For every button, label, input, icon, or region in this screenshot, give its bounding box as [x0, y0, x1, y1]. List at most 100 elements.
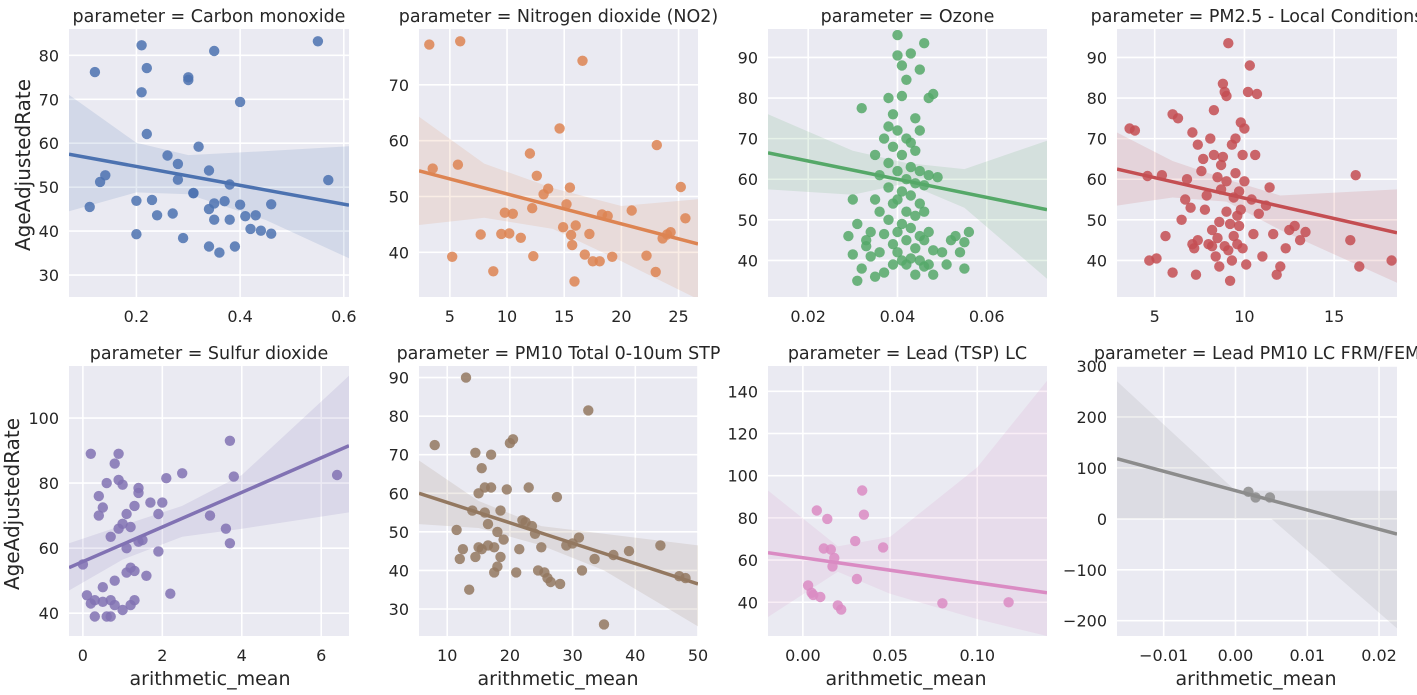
- data-point: [141, 62, 152, 74]
- data-point: [923, 259, 934, 270]
- data-point: [153, 508, 164, 520]
- y-tick-label: 70: [39, 90, 59, 109]
- data-point: [193, 141, 204, 152]
- y-axis-label-row-1: AgeAdjustedRate: [11, 79, 35, 251]
- data-point: [255, 225, 267, 236]
- data-point: [476, 463, 487, 474]
- data-point: [153, 546, 164, 557]
- data-point: [923, 226, 934, 238]
- x-tick-label: 0.10: [959, 646, 995, 665]
- data-point: [910, 145, 921, 156]
- regression-line: [419, 169, 698, 246]
- x-tick-label: 5: [1150, 307, 1160, 326]
- data-point: [1239, 176, 1250, 187]
- plot-background: [1117, 29, 1397, 297]
- data-point: [475, 229, 486, 240]
- data-point: [878, 267, 890, 278]
- data-point: [905, 48, 916, 59]
- x-tick-label: 0.02: [790, 307, 826, 326]
- data-point: [959, 263, 970, 274]
- x-tick-label: 6: [316, 646, 326, 665]
- data-point: [89, 595, 101, 606]
- facet-panel-7: 0.00 0.05 0.10 40 60 80 100 120 140 parameter = L…: [727, 344, 1047, 665]
- data-point: [245, 223, 256, 235]
- data-point: [1181, 174, 1193, 185]
- x-tick-label: 20: [500, 646, 520, 665]
- data-point: [1217, 151, 1229, 163]
- data-point: [429, 439, 440, 451]
- data-point: [157, 497, 168, 508]
- data-point: [815, 591, 826, 603]
- data-point: [655, 540, 666, 551]
- data-point: [565, 229, 577, 241]
- data-point: [1189, 243, 1200, 254]
- data-point: [901, 235, 912, 246]
- data-point: [905, 161, 916, 173]
- data-point: [1289, 220, 1300, 232]
- x-tick-label: 25: [668, 307, 688, 326]
- data-point: [109, 575, 120, 586]
- data-point: [1172, 113, 1184, 124]
- data-point: [919, 38, 930, 49]
- confidence-band: [419, 460, 698, 627]
- data-point: [129, 565, 140, 577]
- data-point: [554, 578, 566, 590]
- data-point: [219, 196, 230, 207]
- data-point: [499, 207, 510, 218]
- data-point: [220, 523, 232, 534]
- data-point: [1230, 133, 1241, 144]
- data-point: [105, 611, 116, 622]
- data-point: [567, 239, 578, 251]
- y-tick-label: 70: [1087, 130, 1107, 149]
- x-tick-label: 15: [554, 307, 574, 326]
- data-point: [1224, 218, 1236, 230]
- data-point: [511, 567, 522, 578]
- plot-area: [768, 380, 1047, 636]
- data-point: [1176, 214, 1187, 225]
- regression-line: [1117, 167, 1397, 235]
- data-point: [892, 247, 903, 258]
- data-point: [1235, 204, 1247, 215]
- data-point: [331, 469, 343, 481]
- data-point: [141, 570, 152, 581]
- data-point: [905, 253, 916, 264]
- data-point: [125, 521, 136, 533]
- data-point: [941, 259, 952, 270]
- data-point: [1212, 232, 1223, 244]
- y-tick-label: 100: [28, 409, 59, 428]
- data-point: [1239, 123, 1250, 134]
- facet-title: parameter = Sulfur dioxide: [90, 344, 328, 364]
- y-tick-label: 90: [389, 369, 409, 388]
- data-point: [1271, 269, 1282, 280]
- data-point: [551, 491, 563, 503]
- data-point: [464, 584, 475, 595]
- data-point: [524, 148, 536, 159]
- data-point: [1167, 267, 1178, 278]
- data-point: [852, 218, 863, 230]
- data-point: [910, 113, 921, 124]
- data-point: [847, 194, 858, 205]
- data-point: [97, 582, 109, 593]
- data-point: [133, 482, 144, 494]
- data-point: [531, 170, 542, 181]
- x-tick-label: 0.00: [785, 646, 821, 665]
- data-point: [1212, 172, 1223, 183]
- confidence-band: [1117, 132, 1397, 283]
- data-point: [573, 532, 585, 543]
- data-point: [165, 588, 176, 599]
- facet-panel-4: 5 10 15 40 50 60 70 80 90 parameter = PM2.5 - Loc…: [1087, 7, 1417, 326]
- y-tick-label: 30: [389, 600, 409, 619]
- data-point: [1214, 216, 1225, 228]
- data-point: [1251, 88, 1263, 100]
- data-point: [892, 165, 903, 177]
- data-point: [1003, 597, 1014, 608]
- x-axis-label-col-2: arithmetic_mean: [478, 668, 639, 690]
- data-point: [100, 170, 111, 181]
- plot-area: [69, 375, 349, 622]
- data-point: [457, 544, 469, 555]
- data-point: [101, 477, 112, 489]
- data-point: [501, 484, 512, 495]
- data-point: [129, 500, 140, 512]
- y-tick-label: 200: [1076, 408, 1107, 427]
- data-point: [919, 206, 930, 217]
